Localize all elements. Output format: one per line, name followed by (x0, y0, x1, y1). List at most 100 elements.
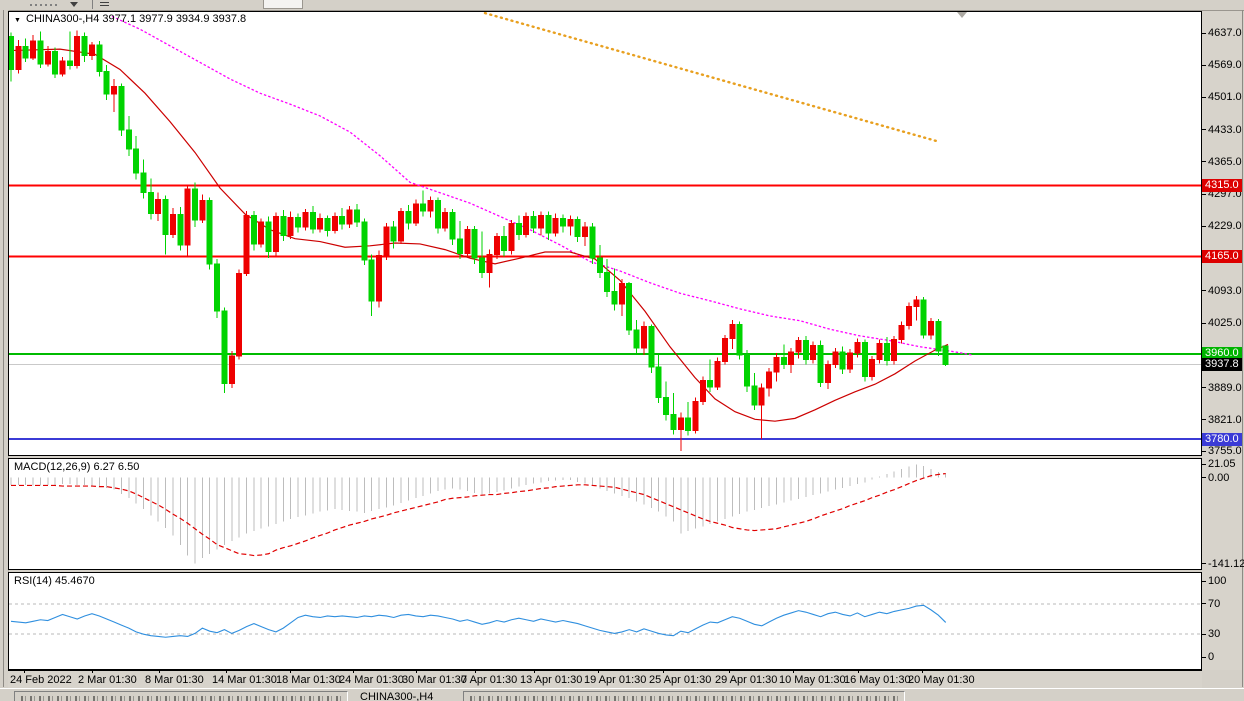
price-tick-mark (1202, 322, 1206, 324)
clipped-tab-text (21, 696, 341, 701)
candle-body (802, 340, 809, 361)
tab-china300-h4[interactable]: CHINA300-,H4 (360, 691, 434, 701)
toolbar-menu-icon[interactable] (100, 5, 109, 6)
candlestick-chart[interactable] (9, 12, 1201, 455)
candle-body (795, 340, 802, 353)
time-tick-label: 16 May 01:30 (844, 674, 911, 686)
candle-body (810, 344, 817, 361)
candle-body (368, 259, 375, 302)
price-tick-label: 3821.0 (1208, 413, 1242, 426)
toolbar-separator (92, 0, 93, 9)
rsi-tick-mark (1202, 633, 1206, 635)
candle-body (596, 257, 603, 273)
macd-tick-label: 21.05 (1208, 458, 1236, 470)
toolbar-strip[interactable] (0, 0, 1244, 11)
trendline-orange (483, 12, 942, 144)
candle-body (309, 212, 316, 230)
candle-body (339, 215, 346, 225)
candle-body (537, 214, 544, 229)
chart-tabs-group-right[interactable] (463, 691, 905, 701)
price-badge: 3780.0 (1202, 432, 1242, 446)
candle-body (861, 342, 868, 378)
candle-body (920, 299, 927, 336)
chart-tab-bar[interactable] (0, 688, 1244, 701)
candle-body (574, 218, 581, 237)
candle-body (295, 216, 302, 228)
candle-body (206, 199, 213, 265)
candle-body (169, 214, 176, 235)
candle-body (456, 238, 463, 254)
candle-body (692, 400, 699, 432)
time-tick-mark (24, 670, 25, 673)
candle-body (118, 86, 125, 131)
price-badge: 3937.8 (1202, 357, 1242, 371)
candle-body (714, 360, 721, 388)
toolbar-menu-icon[interactable] (100, 2, 109, 3)
window-left-edge-line (3, 10, 4, 687)
price-tick-mark (1202, 419, 1206, 421)
price-tick-mark (1202, 387, 1206, 389)
rsi-line (10, 604, 947, 638)
candle-body (250, 214, 257, 245)
time-tick-label: 18 Mar 01:30 (276, 674, 341, 686)
price-badge: 4165.0 (1202, 250, 1242, 264)
candle-body (376, 254, 382, 302)
time-tick-label: 7 Apr 01:30 (461, 674, 518, 686)
time-tick-label: 13 Apr 01:30 (520, 674, 583, 686)
candle-body (618, 283, 625, 305)
price-tick-mark (1202, 290, 1206, 292)
time-tick-mark (858, 670, 859, 673)
candle-body (552, 217, 559, 234)
rsi-tick-label: 100 (1208, 575, 1227, 587)
candle-body (530, 215, 537, 229)
toolbar-grip-dots (55, 4, 57, 6)
candle-body (567, 218, 574, 227)
candle-body (633, 329, 640, 349)
toolbar-input-fragment[interactable] (263, 0, 303, 9)
price-tick-label: 4025.0 (1208, 317, 1242, 330)
macd-tick-label: 0.00 (1208, 471, 1230, 484)
candle-body (59, 60, 66, 75)
price-tick-label: 3889.0 (1208, 381, 1242, 394)
candle-body (648, 325, 655, 368)
candle-body (361, 221, 368, 261)
toolbar-grip-dots (35, 4, 37, 6)
chart-title: CHINA300-,H4 3977.1 3977.9 3934.9 3937.8 (26, 13, 247, 25)
macd-pane[interactable] (8, 458, 1202, 570)
rsi-pane[interactable] (8, 572, 1202, 670)
candle-body (832, 351, 839, 365)
candle-body (442, 212, 449, 229)
candle-body (228, 355, 235, 384)
candle-body (30, 40, 37, 59)
candle-body (353, 209, 360, 223)
candle-body (883, 342, 890, 362)
price-scale[interactable] (1202, 11, 1242, 670)
candle-body (390, 226, 397, 242)
time-scale[interactable] (8, 670, 1202, 688)
candle-body (214, 263, 221, 312)
chart-tabs-group-left[interactable] (14, 691, 348, 701)
candle-body (773, 357, 780, 373)
time-tick-mark (92, 670, 93, 673)
candle-body (560, 217, 566, 227)
toolbar-dropdown-arrow-icon[interactable] (70, 2, 78, 7)
time-tick-mark (534, 670, 535, 673)
candle-body (523, 215, 530, 235)
price-tick-label: 4297.0 (1208, 188, 1242, 201)
candle-body (280, 215, 287, 236)
candle-body (493, 235, 500, 255)
candle-body (677, 417, 684, 431)
candle-body (736, 324, 743, 356)
toolbar-grip-dots (50, 4, 52, 6)
price-tick-mark (1202, 161, 1206, 163)
price-tick-mark (1202, 450, 1206, 452)
candle-body (88, 44, 95, 56)
rsi-tick-label: 30 (1208, 628, 1221, 641)
chart-title-dropdown-icon[interactable]: ▼ (14, 17, 21, 24)
time-tick-label: 8 Mar 01:30 (145, 674, 204, 686)
rsi-label: RSI(14) 45.4670 (14, 575, 95, 587)
candle-body (905, 305, 912, 326)
candle-body (324, 217, 331, 232)
rsi-tick-mark (1202, 656, 1206, 658)
candle-body (199, 199, 206, 221)
